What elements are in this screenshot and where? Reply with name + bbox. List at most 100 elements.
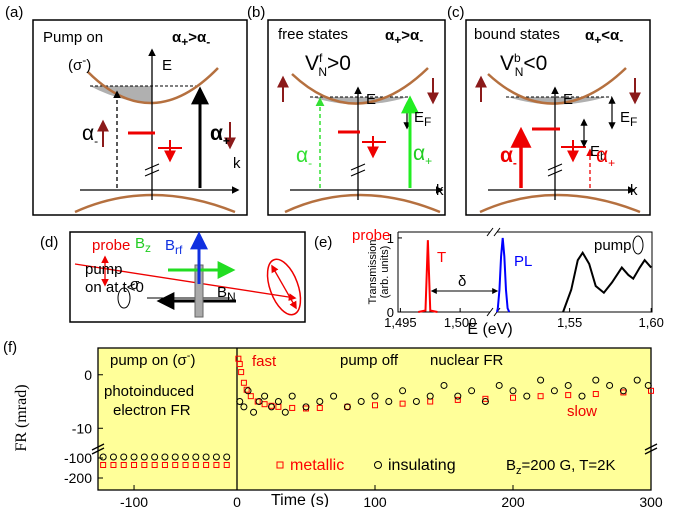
data-point (109, 453, 117, 461)
series-line (418, 240, 438, 313)
data-point (236, 398, 244, 406)
pump-label: on at t<0 (85, 279, 144, 296)
axis-label: E (563, 91, 573, 108)
data-point (171, 453, 179, 461)
data-point (182, 453, 190, 461)
data-point (537, 376, 545, 384)
data-point (316, 404, 323, 411)
data-point (161, 453, 169, 461)
condition: α+>α- (385, 27, 423, 47)
data-point (151, 453, 159, 461)
panel-c: (c) bound states α+<α- Vb N<0 E EF Eb α- … (447, 4, 651, 216)
data-point (244, 387, 252, 395)
chart-e: 1,495 1,500 1,55 1,60 0 1 E (eV) Transmission (a… (352, 227, 664, 338)
y-axis-label: FR (mrad) (13, 384, 30, 451)
data-point (357, 398, 365, 406)
panel-label: (a) (5, 4, 23, 21)
data-point (212, 453, 220, 461)
data-point (454, 392, 462, 400)
annotation: pump off (340, 352, 399, 369)
legend-marker (276, 461, 284, 469)
annotation-part: z (516, 465, 522, 477)
data-point (644, 381, 652, 389)
data-point (192, 462, 199, 468)
valence-band (479, 193, 641, 214)
annotation: δ (458, 273, 466, 290)
data-point (302, 403, 310, 411)
annotation: pump on (σ-) (110, 350, 195, 369)
legend-marker (374, 461, 382, 469)
series-label: PL (514, 253, 532, 270)
data-point (343, 403, 351, 411)
data-point (537, 393, 544, 400)
data-point (440, 381, 448, 389)
data-point (454, 396, 461, 403)
y-axis-label: (arb. units) (379, 246, 391, 299)
panel-d: (d) probe pump on at t<0 σ Bz Brf BN (40, 231, 306, 323)
polarization-ellipse (266, 258, 302, 316)
polarization-arrow (271, 264, 297, 310)
axis-break (547, 163, 563, 177)
data-point (192, 453, 200, 461)
data-point (550, 387, 558, 395)
series-label: pump (594, 237, 632, 254)
data-point (140, 453, 148, 461)
polarization: (σ-) (68, 53, 91, 74)
axis-break (91, 443, 658, 455)
data-point (592, 376, 600, 384)
panel-label: (d) (40, 234, 58, 251)
data-point (203, 462, 210, 468)
annotation: Bz=200 G, T=2K (506, 457, 615, 477)
annotation-part: =200 G, T=2K (522, 457, 616, 474)
data-point (578, 392, 586, 400)
data-point (330, 392, 338, 400)
field-label: Bz (135, 235, 151, 255)
data-point (236, 361, 243, 368)
y-tick-label: -100 (64, 450, 92, 466)
y-tick-label: -10 (72, 420, 92, 436)
data-point (495, 381, 503, 389)
annotation: probe (352, 227, 390, 244)
fermi-label: EF (620, 109, 637, 129)
y-tick-label: 0 (387, 305, 394, 320)
data-point (223, 462, 230, 468)
data-point (648, 387, 654, 394)
probe-beam (74, 263, 297, 301)
x-tick-label: 1,500 (444, 315, 477, 330)
field-label: BN (217, 284, 236, 304)
axis-label: E (162, 57, 172, 74)
alpha-label: α- (82, 122, 98, 148)
data-point (289, 404, 296, 411)
binding-label: Eb (590, 143, 607, 163)
data-point (202, 453, 210, 461)
annotation: slow (567, 403, 597, 420)
sigma-label: σ (130, 276, 140, 293)
annotation-part: pump on (σ (110, 352, 188, 369)
alpha-label: α+ (413, 142, 432, 168)
panel-label: (f) (3, 339, 17, 356)
x-axis-label: Time (s) (271, 492, 329, 507)
data-point (141, 462, 148, 468)
legend-label: metallic (290, 457, 344, 474)
y-tick-label: -200 (64, 470, 92, 486)
data-point (565, 392, 572, 399)
data-point (120, 453, 128, 461)
data-point (510, 394, 516, 401)
pump-label: pump (85, 261, 123, 278)
data-point (412, 398, 420, 406)
data-point (633, 376, 641, 384)
x-tick-label: 1,495 (384, 315, 417, 330)
data-point (172, 462, 179, 468)
y-tick-label: 0 (84, 367, 92, 383)
annotation-part: ) (190, 352, 195, 369)
data-point (182, 462, 189, 468)
data-point (110, 462, 117, 468)
x-tick-label: -100 (120, 494, 148, 507)
data-point (223, 453, 231, 461)
panel-frame (69, 231, 306, 323)
data-point (468, 387, 476, 395)
data-point (151, 462, 158, 468)
data-point (509, 387, 517, 395)
data-point (385, 398, 393, 406)
